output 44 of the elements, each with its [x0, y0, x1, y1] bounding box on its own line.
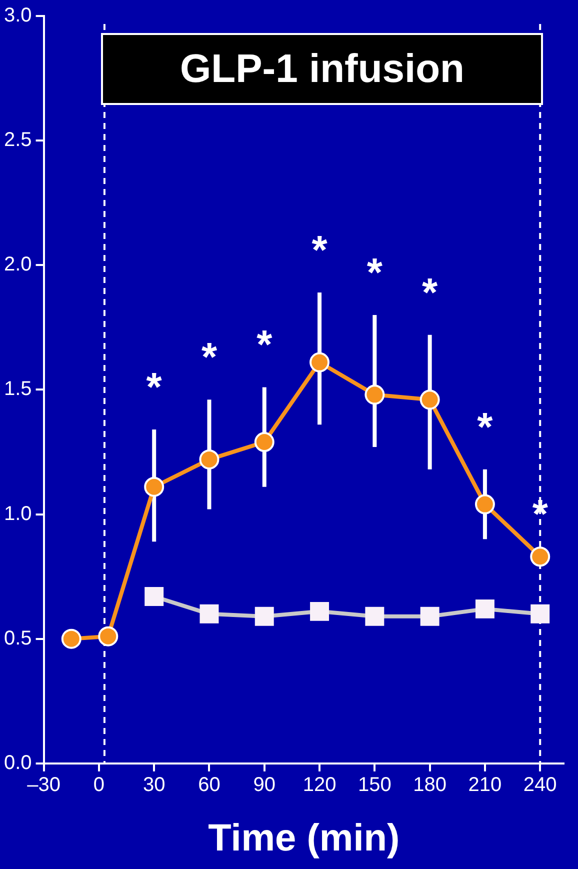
point [98, 626, 118, 646]
point [475, 599, 494, 618]
point [365, 606, 384, 626]
point [420, 606, 440, 626]
y-tick-label: 2.0 [4, 254, 32, 276]
y-tick-label: 2.5 [4, 129, 32, 152]
x-tick-label: 60 [198, 774, 220, 796]
x-tick-label: –30 [27, 774, 60, 796]
x-tick-label: 90 [253, 774, 276, 796]
point [310, 352, 330, 372]
x-tick-label: 240 [523, 774, 557, 796]
annotation: * [366, 250, 383, 295]
x-axis-title: Time (min) [208, 818, 400, 860]
annotation: * [146, 366, 162, 410]
annotation: * [256, 323, 273, 368]
y-tick-label: 0.5 [4, 627, 32, 650]
x-tick-label: 30 [142, 774, 166, 796]
x-tick-label: 180 [413, 774, 446, 796]
annotation: * [422, 270, 438, 315]
x-tick-label: 0 [93, 774, 105, 796]
point [61, 628, 82, 649]
x-tick-label: 120 [302, 774, 336, 796]
y-tick-label: 1.5 [4, 378, 32, 400]
point [200, 604, 219, 624]
point [474, 494, 495, 514]
x-tick-label: 210 [468, 774, 502, 796]
point [254, 606, 274, 626]
point [530, 546, 550, 567]
point [530, 604, 550, 624]
point [144, 476, 164, 497]
text: GLP-1 infusion [180, 46, 464, 92]
y-tick-label: 1.0 [4, 502, 32, 525]
annotation: * [477, 405, 494, 450]
point [254, 432, 274, 452]
annotation: * [312, 228, 328, 273]
point [364, 384, 385, 405]
point [310, 602, 330, 621]
annotation: * [201, 336, 218, 380]
point [199, 449, 220, 470]
point [420, 390, 440, 410]
y-tick-label: 3.0 [4, 4, 32, 27]
point [144, 586, 164, 606]
x-tick-label: 150 [358, 774, 392, 796]
y-tick-label: 0.0 [4, 752, 32, 774]
